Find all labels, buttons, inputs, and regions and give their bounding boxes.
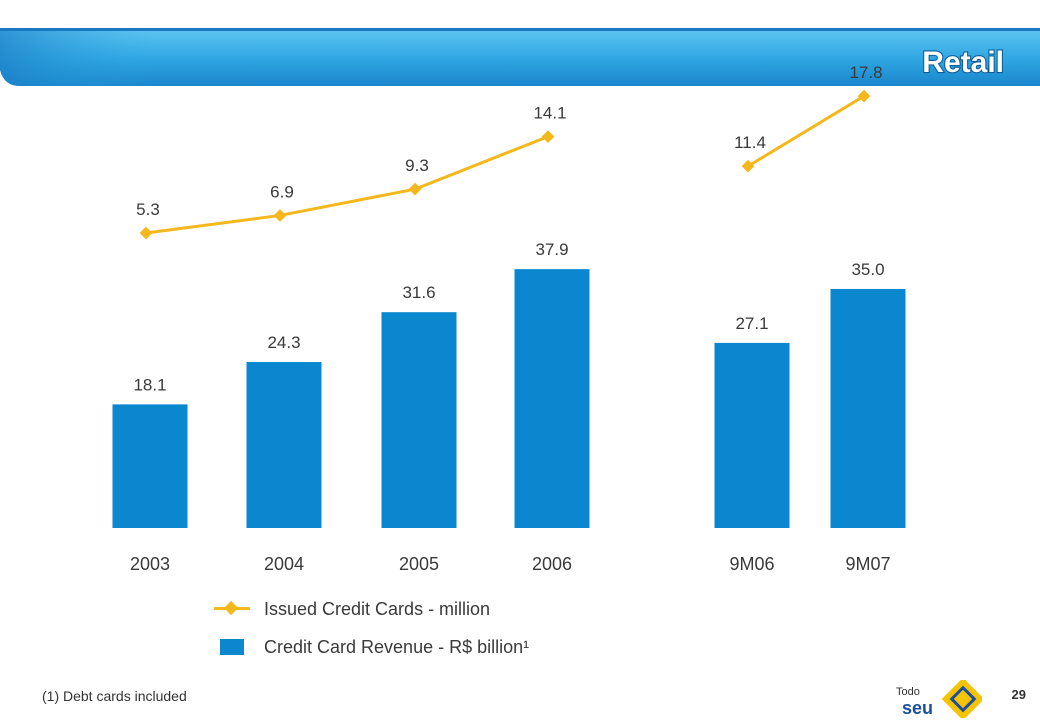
legend-label-cards: Issued Credit Cards - million bbox=[264, 598, 491, 619]
logo-text-top: Todo bbox=[896, 686, 920, 698]
line-point-2005 bbox=[408, 182, 422, 196]
x-tick-label-2005: 2005 bbox=[399, 554, 439, 574]
bar-2006 bbox=[514, 269, 590, 528]
line-label-2005: 9.3 bbox=[405, 156, 429, 175]
line-point-9M06 bbox=[741, 159, 755, 173]
bar-9M07 bbox=[830, 288, 906, 528]
x-tick-label-2003: 2003 bbox=[130, 554, 170, 574]
bank-symbol-icon bbox=[941, 680, 982, 718]
legend-item-revenue: Credit Card Revenue - R$ billion¹ bbox=[214, 634, 529, 660]
x-tick-label-9M06: 9M06 bbox=[729, 554, 774, 574]
legend-label-revenue: Credit Card Revenue - R$ billion¹ bbox=[264, 636, 530, 657]
line-label-2004: 6.9 bbox=[270, 182, 294, 201]
bar-label-2006: 37.9 bbox=[535, 240, 568, 259]
line-label-9M07: 17.8 bbox=[849, 63, 882, 82]
header-banner: Retail bbox=[0, 28, 1040, 86]
line-label-2003: 5.3 bbox=[136, 200, 160, 219]
footnote: (1) Debt cards included bbox=[42, 688, 187, 704]
line-label-9M06: 11.4 bbox=[734, 133, 766, 152]
page-number: 29 bbox=[1011, 687, 1026, 702]
legend-item-cards: Issued Credit Cards - million bbox=[214, 596, 490, 622]
logo-text-bottom: seu bbox=[902, 698, 933, 718]
bar-2003 bbox=[112, 404, 188, 528]
x-tick-label-2006: 2006 bbox=[532, 554, 572, 574]
page-title: Retail bbox=[922, 46, 1004, 79]
bar-2004 bbox=[246, 362, 322, 528]
cards-line-segment-1 bbox=[145, 135, 549, 235]
line-point-2003 bbox=[139, 226, 153, 240]
bar-2005 bbox=[381, 312, 457, 528]
x-tick-label-2004: 2004 bbox=[264, 554, 304, 574]
bar-label-2004: 24.3 bbox=[267, 333, 300, 352]
bar-label-9M07: 35.0 bbox=[851, 260, 884, 279]
legend-bar-marker-icon bbox=[220, 639, 244, 655]
bar-label-2005: 31.6 bbox=[402, 283, 435, 302]
bank-logo: Todo seu bbox=[896, 680, 982, 718]
line-label-2006: 14.1 bbox=[533, 104, 566, 123]
cards-line-segment-2 bbox=[747, 94, 865, 168]
bar-9M06 bbox=[714, 342, 790, 528]
line-point-2004 bbox=[273, 209, 287, 222]
line-point-2006 bbox=[541, 130, 555, 143]
x-tick-label-9M07: 9M07 bbox=[845, 554, 890, 574]
bar-label-9M06: 27.1 bbox=[735, 314, 768, 333]
line-point-9M07 bbox=[857, 89, 871, 103]
legend-line-marker-icon bbox=[214, 599, 250, 619]
bar-label-2003: 18.1 bbox=[133, 375, 166, 394]
